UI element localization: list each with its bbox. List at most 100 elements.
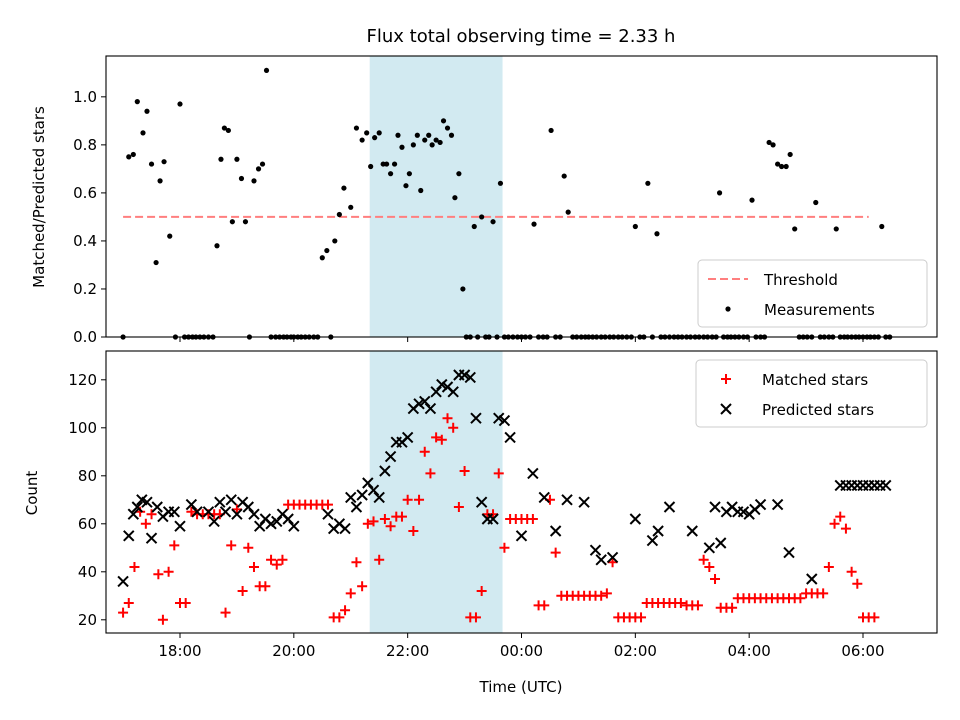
top-y-axis-label: Matched/Predicted stars (30, 106, 48, 288)
x-tick-label: 06:00 (841, 642, 884, 660)
measurement-point (406, 171, 412, 177)
matched-point (539, 600, 550, 611)
matched-point (408, 526, 419, 536)
chart-title: Flux total observing time = 2.33 h (367, 26, 676, 47)
predicted-point (771, 498, 784, 511)
predicted-point (549, 525, 562, 537)
matched-point (636, 612, 647, 623)
predicted-point (225, 494, 237, 506)
measurement-point (161, 159, 167, 165)
matched-point (180, 598, 191, 608)
measurement-point (410, 142, 416, 148)
measurement-point (548, 127, 554, 134)
predicted-point (458, 369, 471, 381)
measurement-point (238, 175, 245, 182)
measurement-point (364, 130, 370, 136)
legend: Matched stars Predicted stars (695, 359, 928, 428)
predicted-point (174, 520, 186, 532)
predicted-point (606, 551, 619, 564)
measurement-point (214, 243, 220, 249)
measurement-point (332, 238, 338, 244)
measurement-point (177, 101, 183, 107)
predicted-point (384, 450, 397, 463)
matched-point (186, 506, 197, 517)
legend-label: Matched stars (762, 371, 868, 389)
measurement-point (654, 231, 660, 237)
matched-point (157, 614, 168, 625)
measurement-point (167, 233, 173, 239)
predicted-point (151, 501, 163, 513)
predicted-point (379, 465, 391, 477)
matched-point (710, 574, 721, 584)
measurement-point (787, 151, 793, 158)
series-matched-stars (118, 413, 880, 625)
matched-point (226, 540, 237, 551)
y-tick-label: 60 (78, 515, 97, 533)
y-tick-label: 120 (68, 371, 97, 389)
measurement-point (783, 163, 789, 170)
matched-point (277, 554, 288, 565)
matched-point (493, 468, 504, 479)
predicted-point (629, 513, 642, 525)
measurement-point (144, 108, 150, 114)
measurement-point (422, 137, 428, 143)
y-tick-label: 0.0 (73, 328, 97, 346)
matched-point (163, 566, 174, 577)
matched-point (123, 598, 134, 608)
predicted-point (288, 520, 300, 532)
predicted-point (141, 496, 153, 508)
measurement-point (632, 223, 638, 230)
y-tick-label: 0.4 (73, 232, 97, 250)
matched-point (322, 499, 333, 510)
matched-point (220, 607, 231, 618)
legend-box (695, 359, 928, 428)
measurement-point (225, 127, 231, 134)
predicted-point (231, 508, 243, 520)
matched-point (835, 511, 846, 522)
x-tick-label: 04:00 (728, 642, 771, 660)
measurement-point (437, 139, 443, 146)
measurement-point (391, 161, 398, 167)
matched-point (704, 562, 715, 572)
matched-point (362, 518, 373, 529)
predicted-point (350, 501, 363, 513)
matched-point (351, 557, 362, 568)
measurement-point (399, 144, 405, 150)
series-measurements (120, 67, 893, 340)
measurement-point (460, 286, 466, 292)
measurement-point (218, 156, 224, 162)
matched-point (260, 581, 271, 592)
predicted-point (487, 513, 499, 525)
predicted-point (208, 515, 220, 528)
predicted-point (715, 537, 727, 549)
matched-point (357, 581, 368, 592)
predicted-point (401, 431, 414, 444)
predicted-point (131, 501, 144, 513)
measurement-point (140, 130, 146, 136)
measurement-point (440, 118, 447, 124)
measurement-point (833, 226, 839, 232)
top-panel: 0.0 0.2 0.4 0.6 0.8 1.0 Threshold Measurements (73, 55, 938, 346)
measurement-point (766, 139, 772, 146)
measurement-point (251, 178, 257, 184)
measurement-point (368, 163, 374, 170)
measurement-point (471, 223, 477, 230)
matched-point (266, 554, 277, 565)
predicted-point (880, 479, 892, 492)
predicted-point (783, 546, 795, 559)
measurement-point (716, 190, 723, 196)
measurement-point (433, 137, 439, 143)
predicted-point (117, 575, 129, 588)
matched-point (146, 509, 157, 520)
predicted-point (145, 532, 158, 544)
measurement-point (448, 132, 455, 138)
predicted-point (663, 501, 676, 513)
predicted-point (561, 494, 573, 506)
measurement-point (255, 166, 262, 172)
predicted-point (168, 506, 181, 518)
predicted-point (595, 554, 607, 566)
measurement-point (429, 142, 435, 148)
y-tick-label: 40 (78, 563, 97, 581)
